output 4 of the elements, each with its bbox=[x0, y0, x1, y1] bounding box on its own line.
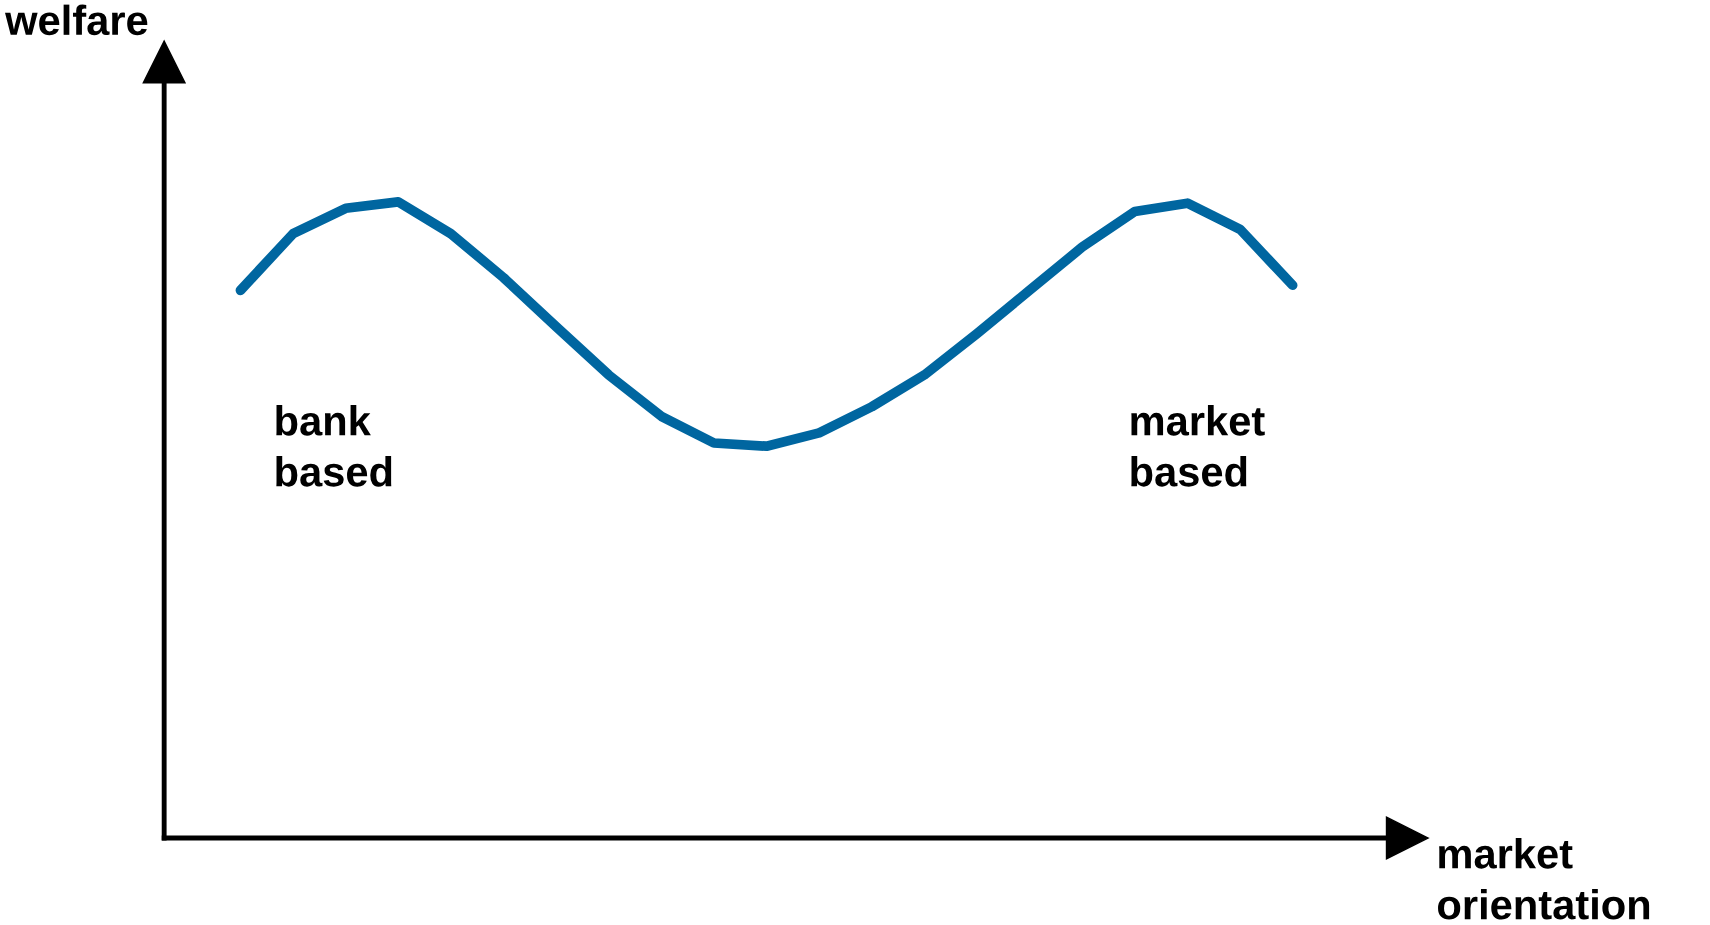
x-axis-title: market orientation bbox=[1438, 838, 1650, 920]
annotation: bank based bbox=[276, 405, 392, 487]
y-axis-title: welfare bbox=[5, 4, 148, 36]
annotation: market based bbox=[1131, 405, 1265, 487]
